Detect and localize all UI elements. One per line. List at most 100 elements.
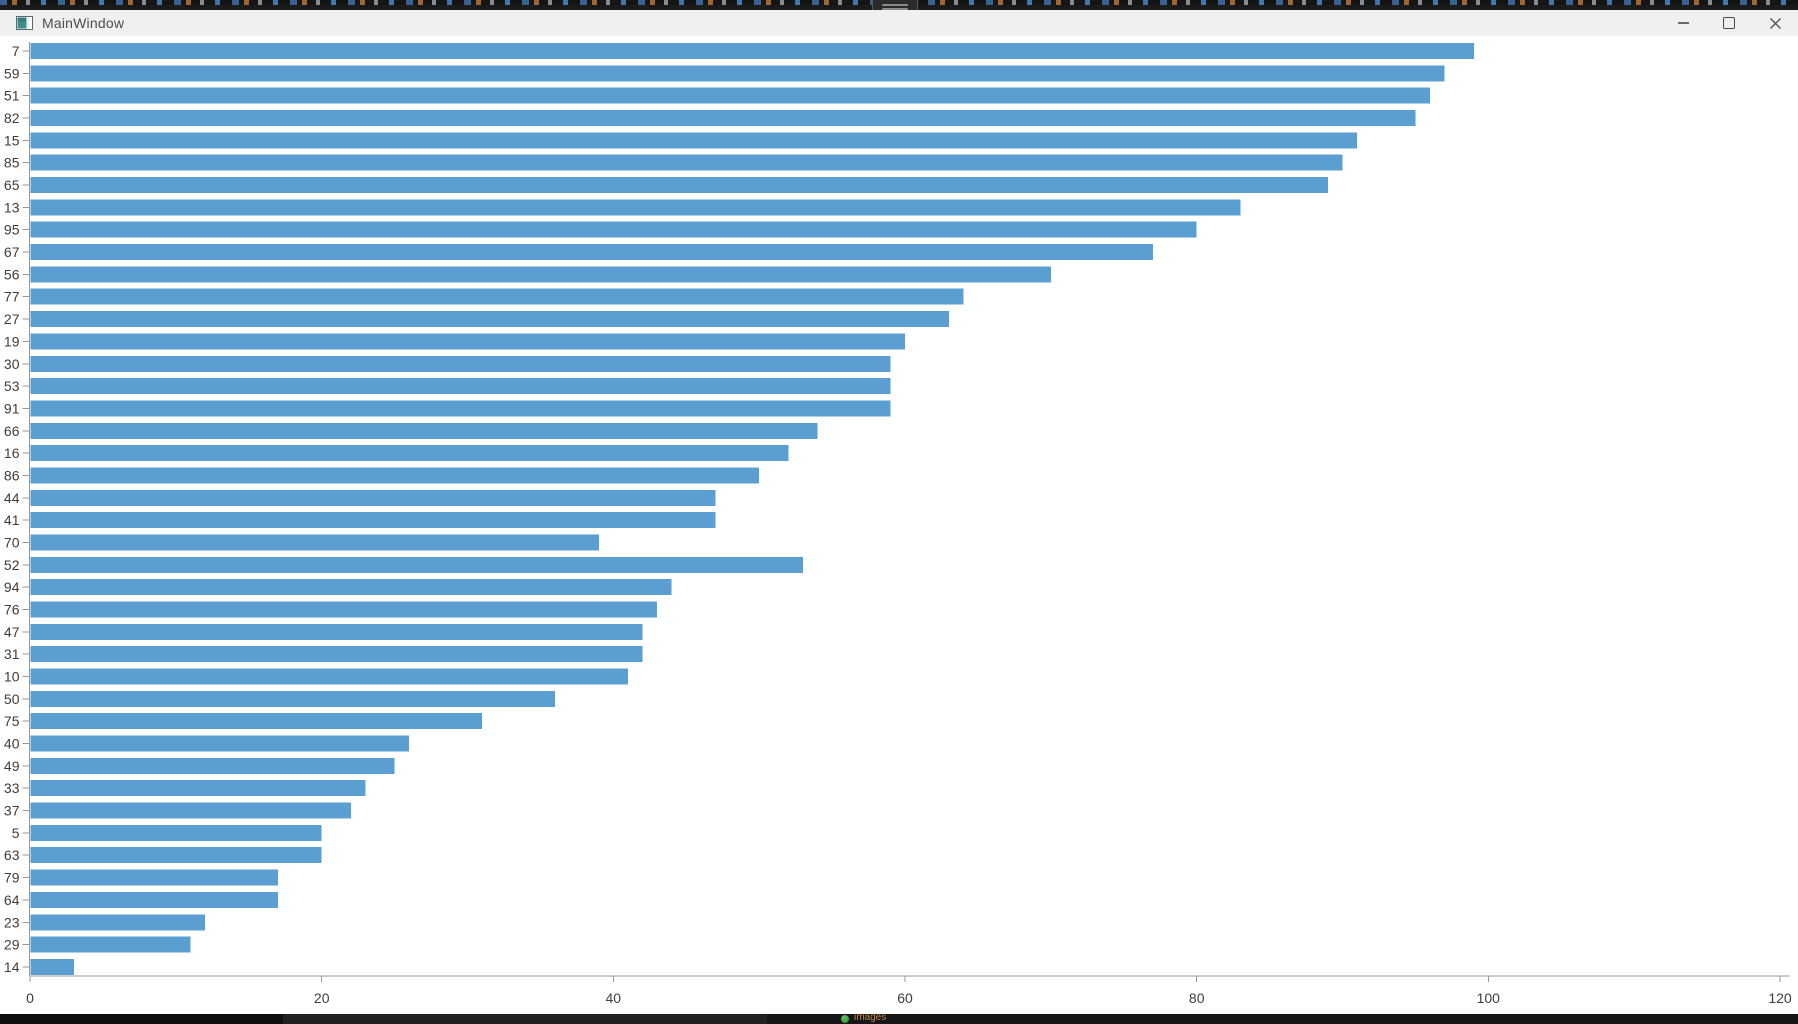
y-tick-label: 14 xyxy=(4,959,20,975)
maximize-icon xyxy=(1723,17,1735,29)
bar xyxy=(30,333,905,350)
y-tick-label: 51 xyxy=(4,88,20,104)
window-controls xyxy=(1660,10,1798,36)
bar xyxy=(30,266,1051,283)
y-tick-label: 30 xyxy=(4,356,20,372)
bar xyxy=(30,199,1241,216)
x-tick-label: 40 xyxy=(606,990,622,1006)
bar xyxy=(30,422,818,439)
y-tick-label: 31 xyxy=(4,646,20,662)
x-tick-label: 20 xyxy=(314,990,330,1006)
bar xyxy=(30,914,205,931)
x-tick-label: 120 xyxy=(1768,990,1792,1006)
bar xyxy=(30,891,278,908)
window-title: MainWindow xyxy=(42,15,125,31)
bar xyxy=(30,936,191,953)
y-tick-label: 7 xyxy=(12,43,20,59)
titlebar[interactable]: MainWindow xyxy=(0,10,1798,36)
bar xyxy=(30,869,278,886)
bar xyxy=(30,534,599,551)
y-tick-label: 95 xyxy=(4,222,20,238)
y-tick-label: 16 xyxy=(4,445,20,461)
taskbar-segment xyxy=(283,1014,767,1024)
bar xyxy=(30,780,366,797)
close-icon xyxy=(1769,17,1781,29)
x-tick-label: 80 xyxy=(1189,990,1205,1006)
background-taskbar-fragment: images xyxy=(0,1014,1798,1024)
bar xyxy=(30,355,891,372)
y-tick-label: 13 xyxy=(4,199,20,215)
close-button[interactable] xyxy=(1752,10,1798,36)
y-tick-label: 86 xyxy=(4,468,20,484)
horizontal-bar-chart: 7 59 51 82 15 85 65 13 95 67 56 77 27 19 30 53 91 66 16 86 4… xyxy=(4,42,1792,1006)
bar xyxy=(30,378,891,395)
bar xyxy=(30,735,410,752)
y-tick-label: 56 xyxy=(4,266,20,282)
y-tick-label: 40 xyxy=(4,736,20,752)
y-tick-label: 19 xyxy=(4,333,20,349)
bar xyxy=(30,579,672,596)
bar xyxy=(30,110,1416,126)
y-tick-label: 5 xyxy=(12,825,20,841)
y-tick-label: 76 xyxy=(4,602,20,618)
bar xyxy=(30,512,716,529)
bar xyxy=(30,288,964,305)
bar xyxy=(30,847,322,864)
y-tick-label: 65 xyxy=(4,177,20,193)
minimize-button[interactable] xyxy=(1660,10,1706,36)
taskbar-label: images xyxy=(854,1014,887,1023)
y-tick-label: 50 xyxy=(4,691,20,707)
bar xyxy=(30,802,351,819)
y-tick-label: 82 xyxy=(4,110,20,126)
y-tick-label: 77 xyxy=(4,289,20,305)
bar xyxy=(30,646,643,663)
x-tick-label: 60 xyxy=(897,990,913,1006)
y-tick-label: 66 xyxy=(4,423,20,439)
y-tick-label: 52 xyxy=(4,557,20,573)
y-tick-label: 23 xyxy=(4,914,20,930)
y-tick-label: 53 xyxy=(4,378,20,394)
bar xyxy=(30,601,658,618)
y-tick-label: 75 xyxy=(4,713,20,729)
bar xyxy=(30,623,643,640)
y-tick-label: 41 xyxy=(4,512,20,528)
taskbar-segment xyxy=(0,1014,283,1024)
bar xyxy=(30,132,1358,149)
x-tick-label: 0 xyxy=(26,990,34,1006)
y-tick-label: 37 xyxy=(4,803,20,819)
x-tick-label: 100 xyxy=(1477,990,1501,1006)
bar xyxy=(30,177,1328,193)
y-tick-label: 44 xyxy=(4,490,20,506)
y-tick-label: 85 xyxy=(4,155,20,171)
chart-region: 7 59 51 82 15 85 65 13 95 67 56 77 27 19 30 53 91 66 16 86 4… xyxy=(0,36,1798,1014)
maximize-button[interactable] xyxy=(1706,10,1752,36)
green-status-icon xyxy=(841,1015,849,1023)
bar xyxy=(30,757,395,774)
bar xyxy=(30,221,1197,238)
bar xyxy=(30,690,555,707)
y-tick-label: 10 xyxy=(4,669,20,685)
minimize-icon xyxy=(1677,22,1689,24)
app-window-icon xyxy=(16,16,33,30)
grip-line-icon xyxy=(882,7,908,10)
main-window: MainWindow 7 59 51 82 15 85 65 13 95 67 56 77 27 19 30… xyxy=(0,10,1798,1014)
y-tick-label: 63 xyxy=(4,847,20,863)
y-tick-label: 33 xyxy=(4,780,20,796)
bar xyxy=(30,668,628,685)
y-tick-label: 91 xyxy=(4,400,20,416)
bar xyxy=(30,489,716,506)
bar xyxy=(30,400,891,417)
bar xyxy=(30,467,760,484)
y-tick-label: 67 xyxy=(4,244,20,260)
bar xyxy=(30,445,789,462)
bar xyxy=(30,154,1343,171)
bar xyxy=(30,244,1153,261)
y-tick-label: 27 xyxy=(4,311,20,327)
y-tick-label: 59 xyxy=(4,65,20,81)
y-tick-label: 15 xyxy=(4,132,20,148)
bar xyxy=(30,87,1430,104)
y-tick-label: 94 xyxy=(4,579,20,595)
y-tick-label: 29 xyxy=(4,937,20,953)
y-tick-label: 70 xyxy=(4,535,20,551)
